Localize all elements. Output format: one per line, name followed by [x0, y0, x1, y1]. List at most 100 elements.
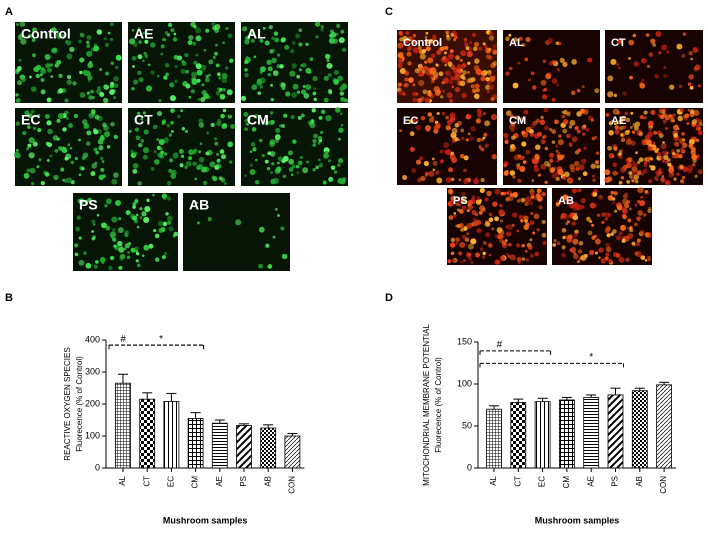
cell — [640, 195, 644, 199]
cell — [506, 231, 512, 237]
cell — [678, 153, 683, 159]
cell — [684, 113, 690, 119]
cell — [192, 161, 197, 167]
cell — [655, 170, 660, 175]
cell — [271, 48, 276, 53]
cell — [423, 160, 430, 167]
cell — [208, 59, 214, 65]
cell — [444, 57, 450, 63]
cell — [40, 180, 45, 186]
cell — [269, 170, 273, 175]
cell — [669, 84, 675, 90]
bar — [211, 422, 228, 469]
cell — [481, 138, 485, 142]
cell — [26, 147, 30, 151]
cell — [614, 125, 619, 130]
y-tick-label: 0 — [467, 462, 472, 472]
image-label: EC — [403, 115, 418, 127]
cell — [644, 258, 648, 262]
cell — [650, 38, 656, 44]
cell — [26, 168, 31, 173]
cell — [295, 164, 300, 169]
cell — [556, 83, 560, 87]
cell — [457, 203, 461, 207]
cell — [470, 84, 475, 89]
cell — [277, 161, 280, 165]
cell — [571, 221, 577, 227]
cell — [589, 220, 593, 223]
cell — [650, 157, 654, 161]
cell — [269, 151, 276, 157]
cell — [417, 45, 422, 50]
cell — [264, 120, 270, 126]
cell — [244, 174, 247, 178]
cell — [458, 70, 462, 74]
cell — [524, 57, 529, 62]
cell — [417, 71, 424, 77]
cell — [694, 174, 698, 178]
cell — [566, 237, 573, 244]
cell — [612, 201, 615, 205]
cell — [91, 236, 96, 241]
cell — [200, 64, 207, 71]
cell — [86, 91, 91, 95]
cell — [335, 107, 341, 113]
cell — [508, 33, 512, 37]
cell — [62, 178, 65, 182]
cell — [86, 44, 91, 48]
cell — [561, 114, 566, 119]
cell — [224, 66, 229, 70]
x-axis-label: Mushroom samples — [535, 515, 620, 525]
cell — [629, 207, 632, 211]
cell — [328, 176, 334, 182]
micrograph: EC — [397, 108, 498, 185]
significance-bracket: # — [479, 339, 552, 355]
cell — [621, 238, 626, 243]
cell — [486, 190, 492, 197]
cell — [87, 62, 94, 69]
cell — [445, 115, 449, 120]
cell — [428, 170, 435, 177]
cell — [270, 83, 273, 87]
cell — [422, 89, 428, 95]
micrograph-bg — [183, 193, 290, 271]
cell — [636, 160, 641, 165]
cell — [160, 44, 165, 49]
cell — [491, 48, 496, 53]
cell — [79, 92, 86, 98]
cell — [109, 22, 114, 27]
cell — [503, 163, 507, 168]
cell — [610, 232, 614, 236]
cell — [690, 146, 696, 153]
x-tick-label: PS — [239, 476, 248, 487]
cell — [560, 154, 565, 159]
cell — [70, 160, 75, 165]
cell — [154, 159, 160, 165]
cell — [130, 247, 136, 253]
cell — [488, 84, 495, 91]
cell — [161, 120, 166, 125]
cell — [266, 59, 272, 65]
cell — [673, 133, 678, 138]
image-label: AB — [189, 197, 209, 213]
micrograph: EC — [14, 108, 122, 186]
cell — [206, 131, 210, 135]
cell — [661, 44, 667, 51]
cell — [551, 78, 558, 84]
error-bar — [586, 394, 597, 398]
cell — [159, 154, 164, 159]
cell — [337, 75, 343, 82]
cell — [544, 146, 549, 151]
cell — [461, 205, 467, 211]
cell — [320, 109, 326, 115]
cell — [320, 130, 324, 135]
cell — [197, 98, 201, 101]
cell — [658, 108, 664, 114]
cell — [47, 128, 53, 135]
cell — [177, 114, 181, 119]
cell — [172, 234, 176, 238]
cell — [288, 150, 293, 156]
cell — [124, 230, 129, 235]
cell — [635, 242, 641, 247]
cell — [671, 172, 674, 176]
